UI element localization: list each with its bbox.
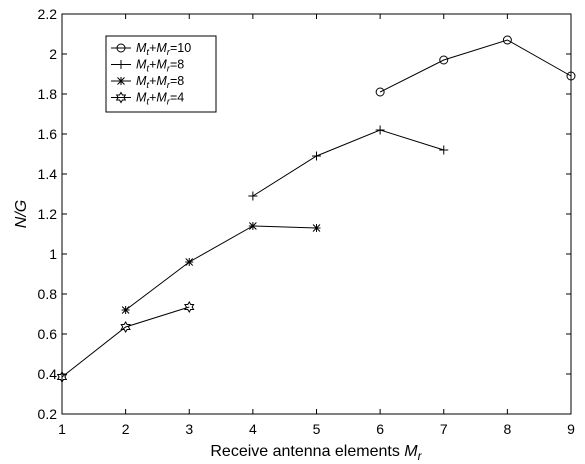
legend-marker [115, 91, 127, 104]
axis-ticks: 1 2 3 4 5 6 7 8 9 0.2 0.4 0.6 0.8 1 1.2 1.4 1.6 1.8 2 2.2 [38, 6, 576, 437]
data-point [375, 87, 385, 97]
y-tick-label: 0.2 [38, 406, 58, 422]
legend-marker [117, 77, 125, 85]
legend-entry: Mt+Mr=8 [136, 74, 184, 91]
x-tick-label: 3 [185, 421, 193, 437]
data-point [375, 125, 385, 135]
series-line [379, 39, 572, 93]
y-axis-title: N/G [13, 200, 30, 228]
y-tick-label: 0.4 [38, 366, 58, 382]
x-tick-label: 1 [58, 421, 66, 437]
series-3 [121, 222, 321, 314]
series-1 [375, 35, 576, 97]
y-tick-label: 1.4 [38, 166, 58, 182]
y-tick-label: 2 [49, 46, 57, 62]
y-tick-label: 1.2 [38, 206, 58, 222]
series-line [61, 306, 190, 378]
y-tick-label: 0.6 [38, 326, 58, 342]
legend-entry: Mt+Mr=10 [136, 41, 191, 58]
data-point [312, 224, 321, 232]
data-point [56, 371, 68, 383]
data-point [566, 71, 576, 81]
x-tick-label: 6 [376, 421, 384, 437]
x-tick-label: 2 [122, 421, 130, 437]
x-tick-label: 7 [440, 421, 448, 437]
legend-entry: Mt+Mr=8 [136, 58, 184, 75]
data-point [312, 151, 321, 161]
x-axis-title: Receive antenna elements Mr [210, 443, 422, 463]
data-point [502, 35, 512, 45]
legend-marker [116, 60, 126, 69]
series-line [125, 225, 317, 311]
data-point [184, 301, 195, 313]
y-tick-label: 1.8 [38, 86, 58, 102]
x-tick-label: 5 [313, 421, 321, 437]
y-tick-label: 1 [49, 246, 57, 262]
legend-marker [116, 43, 126, 53]
series-4 [56, 301, 195, 383]
x-tick-label: 9 [567, 421, 575, 437]
data-point [439, 145, 449, 155]
data-point [248, 191, 258, 201]
series-2 [248, 125, 449, 201]
legend-entry: Mt+Mr=4 [136, 91, 184, 108]
data-point [185, 258, 194, 266]
data-point [120, 321, 131, 333]
legend-box [105, 35, 217, 113]
series-layer [56, 35, 576, 383]
y-tick-label: 0.8 [38, 286, 58, 302]
data-point [248, 222, 257, 230]
data-point [121, 306, 130, 314]
x-tick-label: 8 [503, 421, 511, 437]
y-tick-label: 2.2 [38, 6, 58, 22]
data-point [439, 55, 449, 65]
series-line [252, 129, 444, 197]
x-tick-label: 4 [249, 421, 257, 437]
y-tick-label: 1.6 [38, 126, 58, 142]
